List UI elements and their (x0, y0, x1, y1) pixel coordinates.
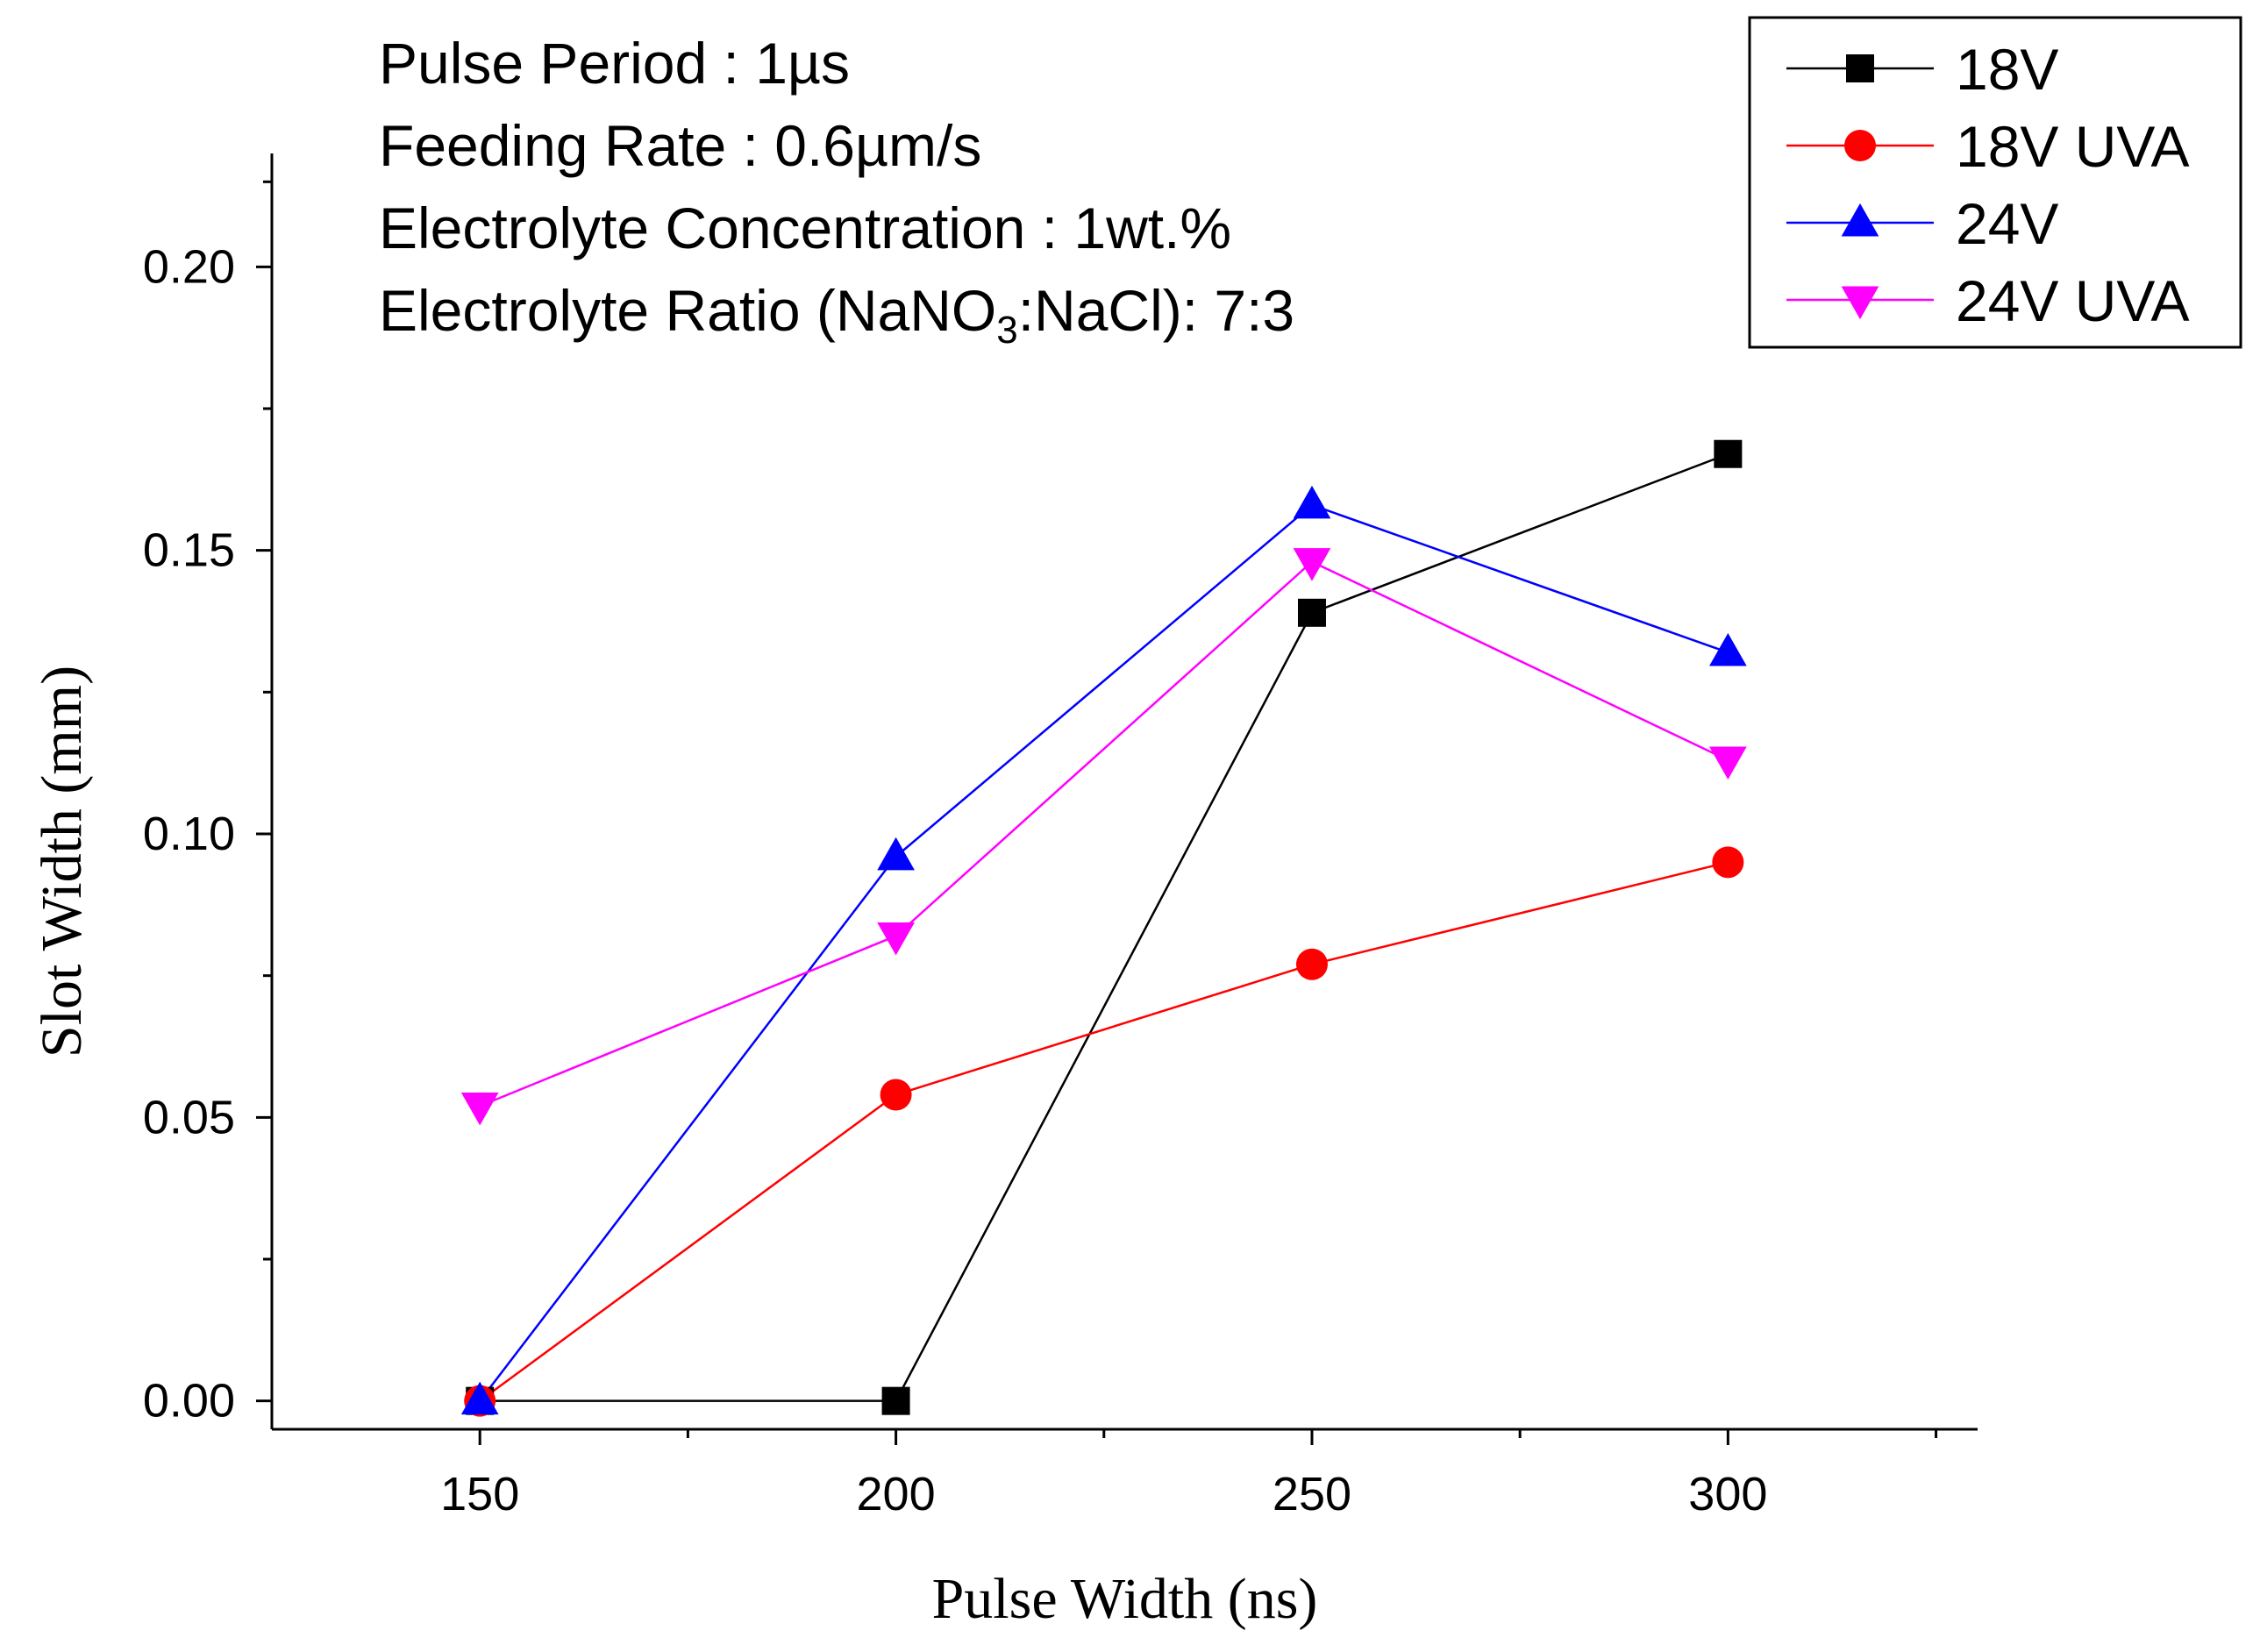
series-line-2 (479, 503, 1729, 1402)
y-tick-label: 0.00 (143, 1375, 235, 1428)
data-point-0-3 (1714, 439, 1743, 468)
legend-label-1: 18V UVA (1956, 114, 2190, 179)
annotation-subscript: 3 (996, 309, 1017, 352)
legend-box (1748, 16, 2242, 349)
legend-marker-0 (1846, 54, 1874, 82)
data-point-3-2 (1293, 548, 1331, 581)
data-point-1-1 (880, 1079, 912, 1111)
series-markers (460, 439, 1747, 1417)
data-point-3-3 (1709, 746, 1747, 780)
data-point-2-1 (877, 837, 915, 871)
legend-label-0: 18V (1956, 37, 2058, 102)
y-axis-title: Slot Width (mm) (30, 666, 94, 1057)
data-point-2-2 (1293, 485, 1331, 519)
annotation-pulse-period: Pulse Period : 1µs (379, 31, 850, 96)
series-line-1 (479, 861, 1729, 1402)
data-point-2-3 (1709, 632, 1747, 666)
annotation-prefix: Electrolyte Ratio (NaNO (379, 278, 996, 343)
y-tick-label: 0.05 (143, 1091, 235, 1143)
data-point-3-0 (460, 1092, 499, 1126)
annotation-electrolyte-ratio: Electrolyte Ratio (NaNO3:NaCl): 7:3 (379, 278, 1294, 352)
data-point-2-0 (460, 1381, 499, 1415)
annotation-feeding-rate: Feeding Rate : 0.6µm/s (379, 113, 981, 178)
annotation-suffix: :NaCl): 7:3 (1018, 278, 1294, 343)
data-point-1-3 (1712, 846, 1744, 879)
legend-label-2: 24V (1956, 191, 2058, 256)
legend-marker-1 (1844, 130, 1876, 161)
data-point-0-2 (1297, 598, 1326, 627)
data-point-0-1 (881, 1386, 910, 1415)
y-tick-label: 0.20 (143, 240, 235, 293)
x-tick-label: 150 (440, 1468, 519, 1520)
series-lines (479, 452, 1729, 1402)
x-axis-title: Pulse Width (ns) (932, 1567, 1318, 1631)
annotations: Pulse Period : 1µs Feeding Rate : 0.6µm/s… (379, 31, 1294, 352)
y-tick-label: 0.15 (143, 524, 235, 577)
y-tick-label: 0.10 (143, 808, 235, 860)
axes: 150 200 250 300 0.00 0.05 0.10 0.15 0.20 Pulse Wi… (30, 153, 1978, 1631)
legend-marker-2 (1841, 203, 1879, 237)
series-line-0 (480, 452, 1729, 1402)
x-tick-label: 300 (1688, 1468, 1767, 1520)
series-line-3 (479, 560, 1729, 1107)
legend-marker-3 (1841, 286, 1879, 320)
x-tick-label: 250 (1273, 1468, 1351, 1520)
legend: 18V 18V UVA 24V 24V UVA (1748, 16, 2242, 349)
data-point-3-1 (877, 922, 915, 956)
data-point-1-2 (1295, 948, 1328, 980)
x-tick-label: 200 (857, 1468, 936, 1520)
legend-label-3: 24V UVA (1956, 268, 2190, 333)
annotation-electrolyte-concentration: Electrolyte Concentration : 1wt.% (379, 196, 1231, 260)
